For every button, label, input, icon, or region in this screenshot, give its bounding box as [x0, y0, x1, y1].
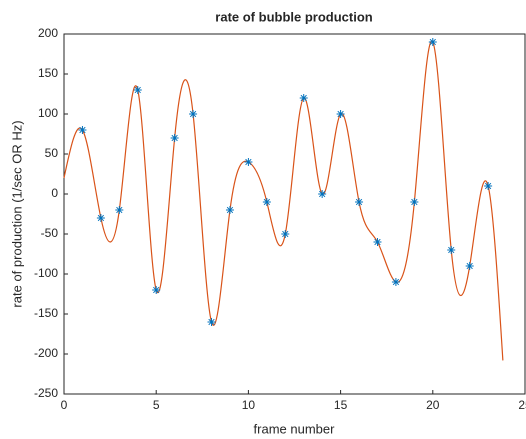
y-tick-label: -100 [34, 266, 58, 280]
data-point [281, 230, 290, 238]
data-point [373, 238, 382, 246]
data-point [262, 198, 271, 206]
data-point [207, 318, 216, 326]
data-point [189, 110, 198, 118]
x-tick-label: 20 [426, 398, 440, 412]
data-point [133, 86, 142, 94]
data-point [170, 134, 179, 142]
x-tick-label: 0 [61, 398, 68, 412]
data-point [115, 206, 124, 214]
y-tick-label: -150 [34, 306, 58, 320]
data-point [355, 198, 364, 206]
x-tick-label: 25 [518, 398, 526, 412]
spline-curve [63, 40, 504, 361]
y-tick-label: 50 [45, 146, 59, 160]
data-point [225, 206, 234, 214]
plot-area [63, 33, 526, 395]
y-tick-label: 0 [51, 186, 58, 200]
data-point [447, 246, 456, 254]
x-tick-label: 10 [242, 398, 256, 412]
y-tick-label: 100 [38, 106, 58, 120]
data-point [336, 110, 345, 118]
x-axis-label: frame number [254, 421, 336, 436]
data-point [428, 38, 437, 46]
y-tick-label: -250 [34, 386, 58, 400]
data-point [299, 94, 308, 102]
y-axis-label: rate of production (1/sec OR Hz) [9, 120, 24, 307]
data-point [484, 182, 493, 190]
data-point [152, 286, 161, 294]
data-point [78, 126, 87, 134]
data-point [96, 214, 105, 222]
data-point [391, 278, 400, 286]
y-tick-label: -200 [34, 346, 58, 360]
data-point [244, 158, 253, 166]
x-tick-label: 15 [334, 398, 348, 412]
y-tick-label: 200 [38, 26, 58, 40]
data-point [318, 190, 327, 198]
chart-title: rate of bubble production [215, 9, 372, 24]
y-tick-label: -50 [41, 226, 59, 240]
x-tick-label: 5 [153, 398, 160, 412]
data-point [465, 262, 474, 270]
y-tick-label: 150 [38, 66, 58, 80]
data-point [410, 198, 419, 206]
